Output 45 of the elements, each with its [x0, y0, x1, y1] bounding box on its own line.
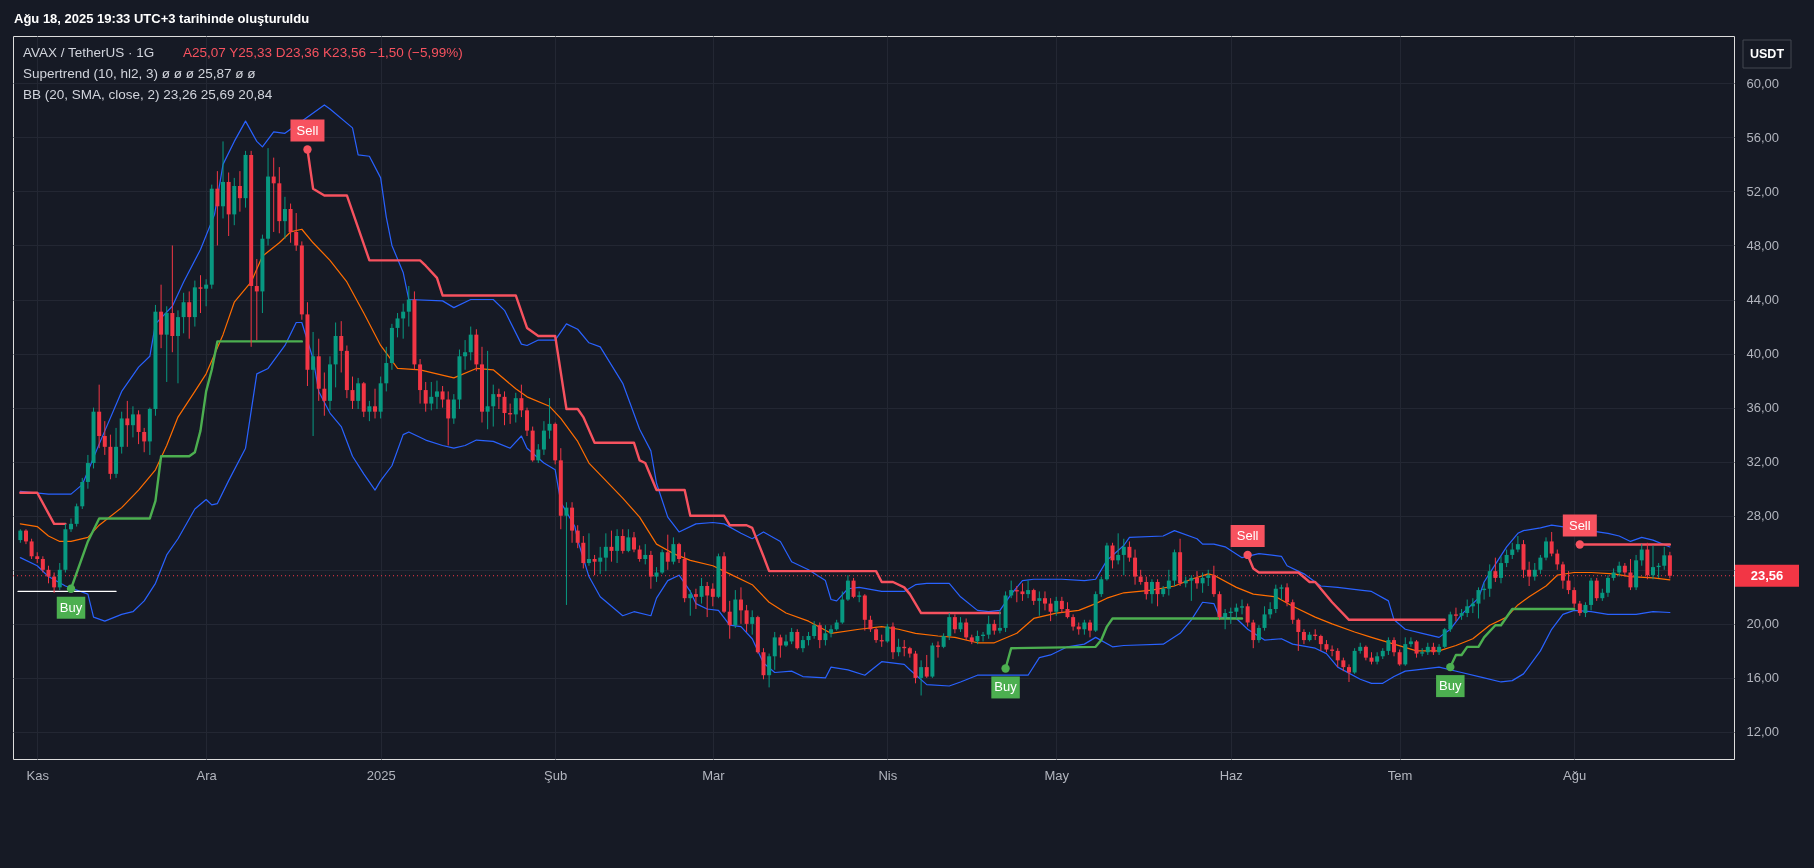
x-tick-label: Ara	[196, 767, 218, 783]
annotation: Supertrend (10, hl2, 3) ø ø ø 25,87 ø ø	[23, 66, 256, 81]
y-tick-label: 44,00	[1746, 292, 1780, 308]
text: Ağu 18, 2025 19:33 UTC+3 tarihinde oluşturuldu	[14, 11, 310, 26]
annotation: A25,07 Y25,33 D23,36 K23,56 −1,50 (−5,99%)	[183, 45, 463, 60]
point	[1243, 550, 1252, 560]
x-tick-label: Ağu	[1563, 767, 1587, 783]
y-tick-label: 12,00	[1746, 724, 1780, 740]
candlestick	[1420, 647, 1425, 657]
y-tick-label: 56,00	[1746, 129, 1780, 145]
y-tick-label: 40,00	[1746, 346, 1780, 362]
ref-line-label: 23,56	[1750, 567, 1784, 583]
annotation: BB (20, SMA, close, 2) 23,26 25,69 20,84	[23, 87, 273, 102]
text: AVAX / TetherUS · 1G	[23, 45, 155, 60]
x-tick-label: Kas	[26, 767, 50, 783]
text: USDT	[1749, 47, 1785, 61]
point	[1001, 664, 1010, 673]
y-tick-label: 20,00	[1746, 616, 1780, 632]
x-tick-label: Nis	[878, 767, 898, 783]
annotation: Buy	[994, 679, 1018, 695]
x-tick-label: Haz	[1219, 767, 1243, 783]
y-tick-label: 16,00	[1746, 670, 1780, 686]
annotation: Buy	[1439, 678, 1463, 694]
candlestick	[1279, 584, 1284, 601]
annotation: Sell	[1236, 527, 1259, 543]
x-tick-label: Mar	[702, 767, 726, 783]
y-tick-label: 60,00	[1746, 75, 1780, 91]
point	[1446, 662, 1455, 672]
candlestick	[198, 274, 203, 314]
candlestick	[857, 590, 862, 603]
point	[303, 145, 312, 154]
annotation: Sell	[296, 122, 319, 138]
point	[66, 584, 76, 593]
x-tick-label: 2025	[366, 767, 396, 783]
y-tick-label: 52,00	[1746, 183, 1780, 199]
point	[1575, 540, 1584, 549]
x-tick-label: Şub	[544, 767, 568, 783]
x-tick-label: May	[1044, 767, 1070, 783]
x-tick-label: Tem	[1387, 767, 1413, 783]
annotation: Sell	[1568, 517, 1591, 533]
y-tick-label: 36,00	[1746, 400, 1780, 416]
y-tick-label: 32,00	[1746, 454, 1780, 470]
y-tick-label: 28,00	[1746, 508, 1780, 524]
annotation: Buy	[59, 599, 83, 615]
y-tick-label: 48,00	[1746, 237, 1780, 253]
